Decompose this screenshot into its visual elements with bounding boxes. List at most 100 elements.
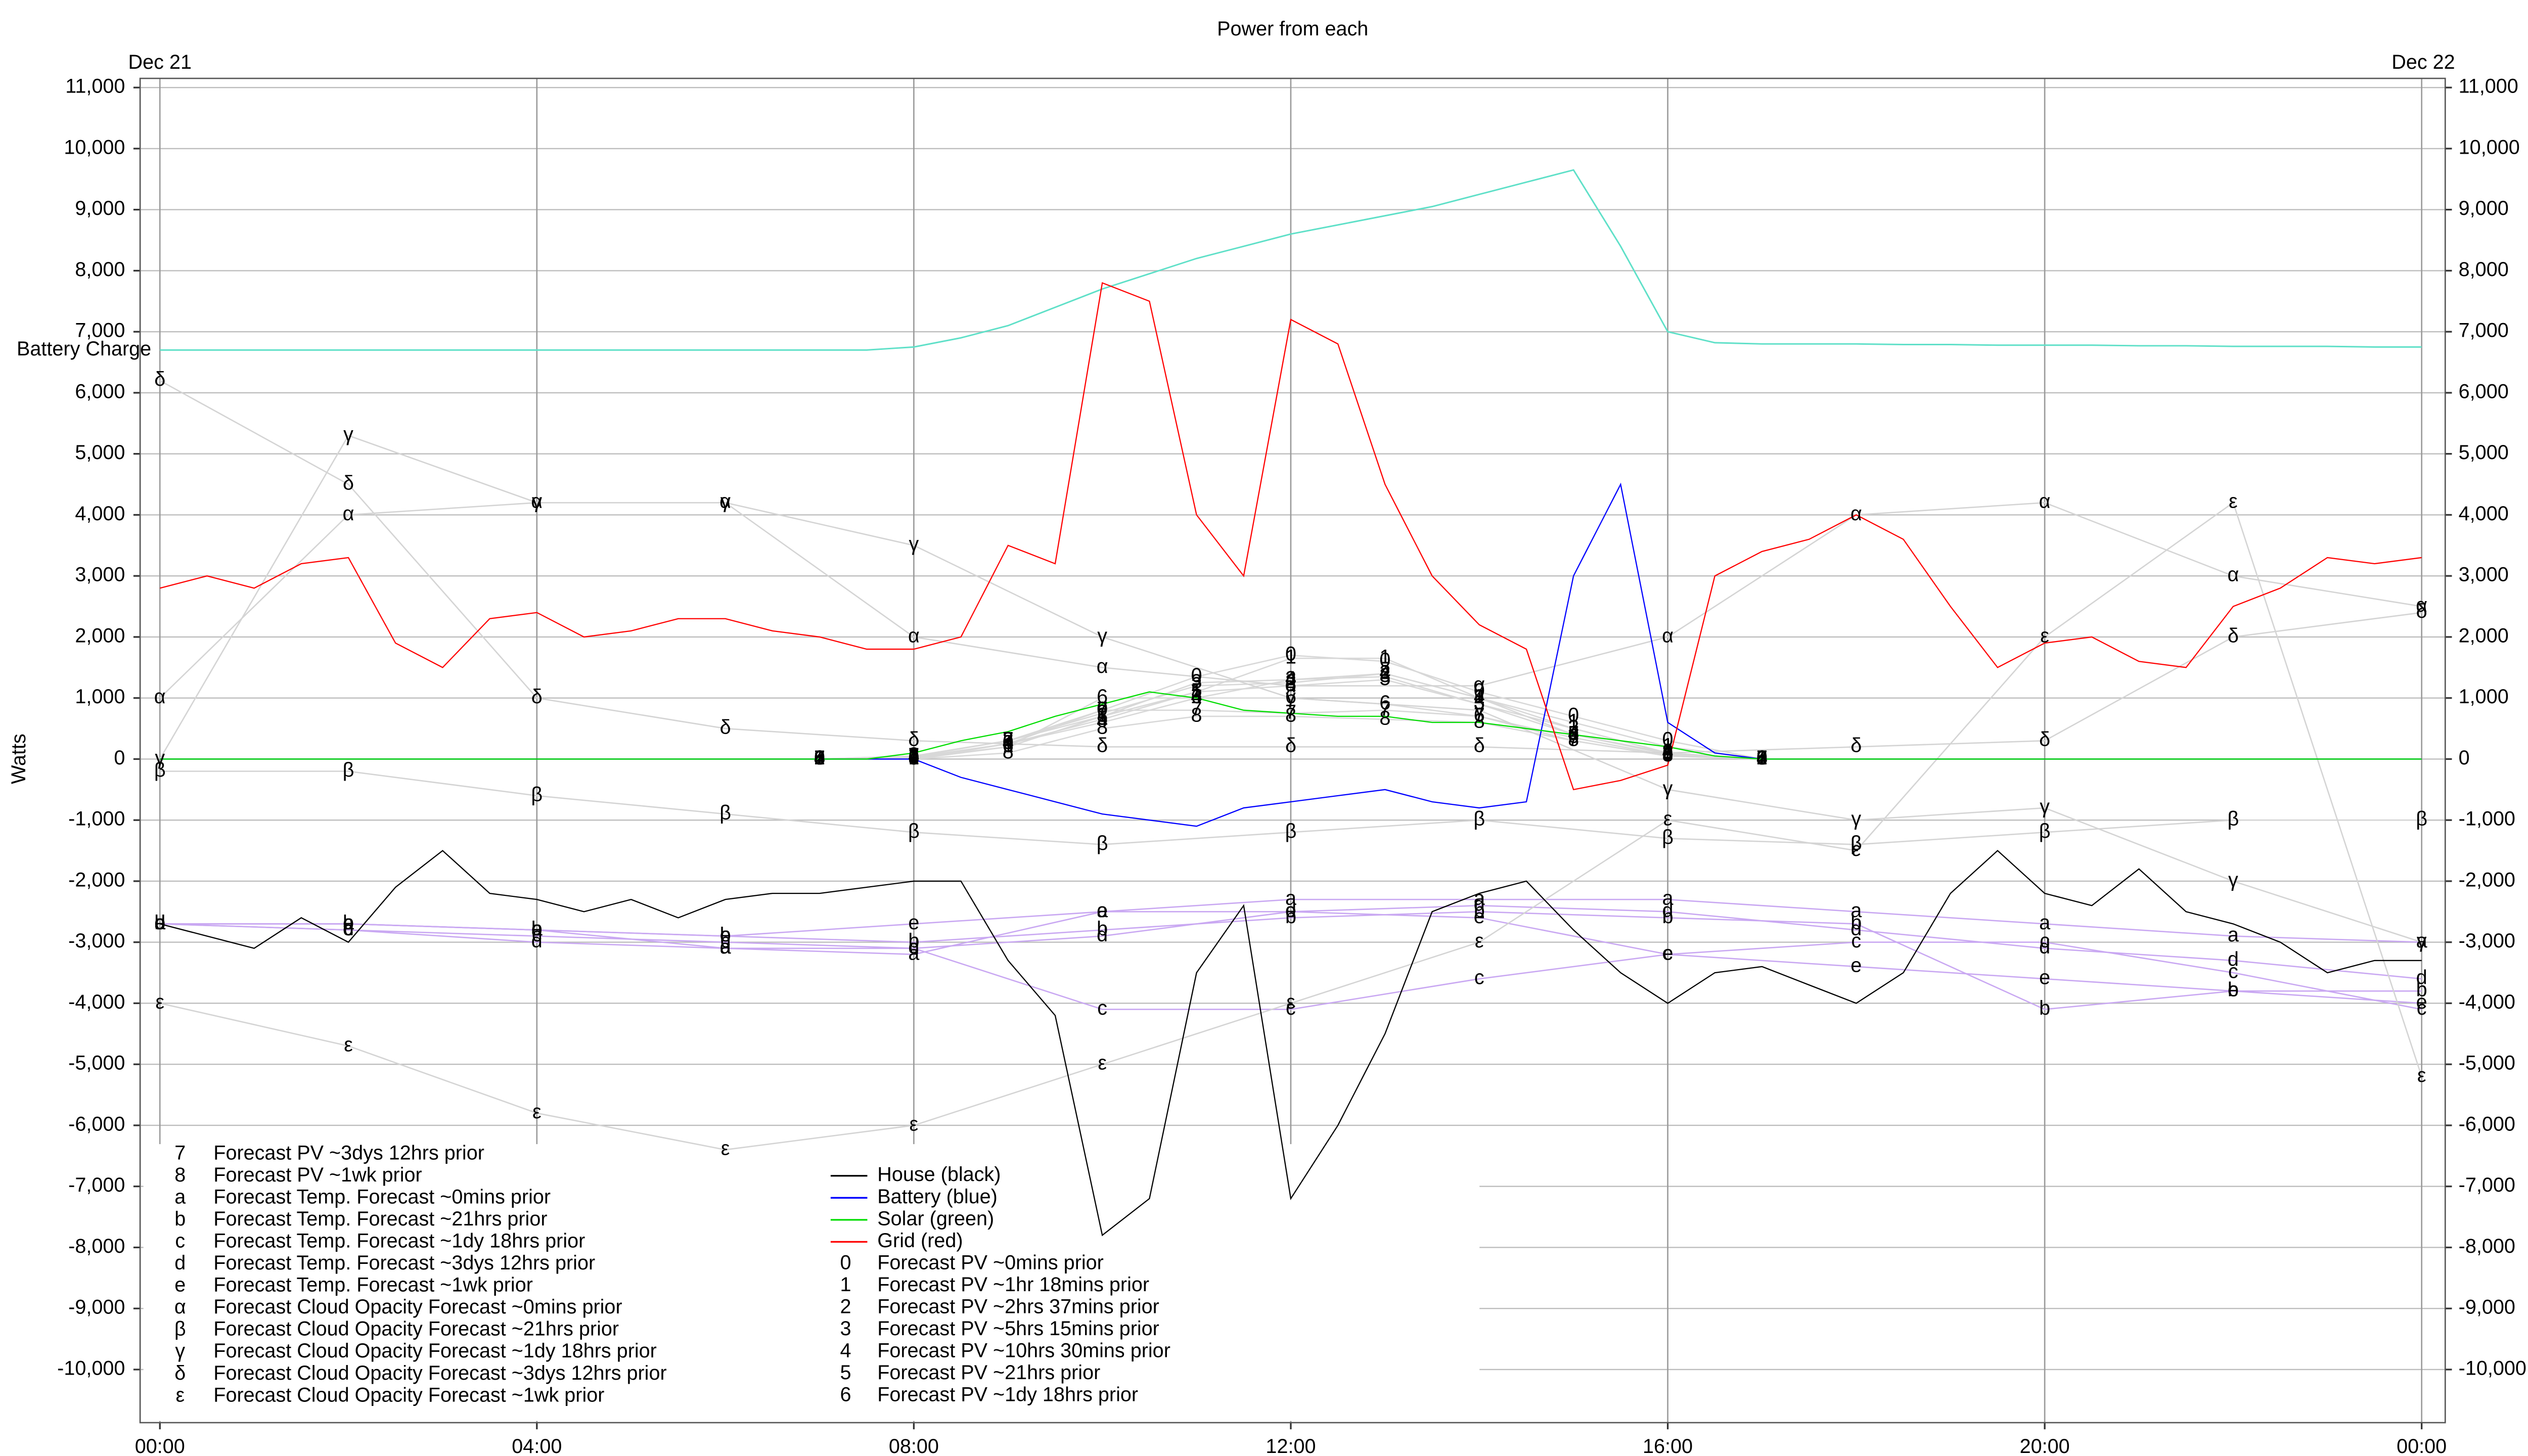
forecast-marker: α bbox=[154, 686, 166, 708]
y-tick-label: 11,000 bbox=[65, 75, 125, 98]
forecast-marker: e bbox=[720, 924, 731, 946]
forecast-marker: 8 bbox=[1568, 729, 1579, 751]
forecast-marker: α bbox=[719, 490, 731, 513]
forecast-marker: e bbox=[154, 912, 165, 934]
legend-label: Forecast PV ~0mins prior bbox=[877, 1251, 1104, 1273]
y2-tick-label: 11,000 bbox=[2459, 75, 2518, 98]
forecast-marker: d bbox=[908, 936, 919, 958]
forecast-marker: β bbox=[1850, 832, 1862, 854]
forecast-marker: 8 bbox=[1379, 707, 1390, 729]
forecast-marker: α bbox=[1285, 673, 1297, 696]
forecast-marker: γ bbox=[1286, 686, 1296, 708]
date-label: Dec 21 bbox=[128, 51, 192, 73]
forecast-marker: c bbox=[909, 936, 919, 958]
x-tick-label: 20:00 bbox=[2020, 1435, 2070, 1456]
y-tick-label: -7,000 bbox=[68, 1174, 125, 1196]
forecast-marker: 4 bbox=[1568, 722, 1579, 745]
forecast-marker: 0 bbox=[1285, 643, 1296, 665]
forecast-marker: β bbox=[2039, 820, 2051, 842]
x-tick-label: 16:00 bbox=[1643, 1435, 1693, 1456]
forecast-marker: 8 bbox=[1097, 716, 1108, 739]
legend-marker: 5 bbox=[840, 1361, 851, 1384]
forecast-marker: β bbox=[1097, 832, 1108, 854]
forecast-marker: d bbox=[1097, 924, 1108, 946]
forecast-line bbox=[160, 923, 2422, 1010]
forecast-marker: a bbox=[1662, 887, 1674, 909]
forecast-marker: c bbox=[1097, 997, 1107, 1019]
forecast-marker: α bbox=[531, 490, 543, 513]
forecast-marker: 7 bbox=[1003, 729, 1014, 751]
forecast-marker: 2 bbox=[814, 747, 825, 769]
forecast-marker: 2 bbox=[1379, 661, 1390, 684]
forecast-marker: 6 bbox=[908, 745, 919, 767]
forecast-marker: 4 bbox=[1379, 661, 1390, 684]
forecast-marker: a bbox=[1474, 887, 1485, 909]
forecast-marker: δ bbox=[1285, 735, 1296, 757]
forecast-marker: δ bbox=[531, 686, 543, 708]
forecast-marker: δ bbox=[1662, 741, 1674, 763]
y-tick-label: -3,000 bbox=[68, 930, 125, 952]
legend-marker: α bbox=[174, 1296, 186, 1318]
forecast-marker: b bbox=[1097, 918, 1108, 940]
forecast-marker: b bbox=[154, 912, 165, 934]
forecast-marker: δ bbox=[343, 472, 354, 494]
forecast-marker: ε bbox=[532, 1101, 541, 1123]
forecast-marker: 6 bbox=[1662, 743, 1674, 765]
forecast-marker: 8 bbox=[814, 747, 825, 769]
y-tick-label: 7,000 bbox=[75, 320, 125, 342]
forecast-line bbox=[160, 770, 2422, 845]
y2-tick-label: 10,000 bbox=[2459, 136, 2520, 158]
forecast-marker: d bbox=[1662, 899, 1674, 922]
forecast-marker: e bbox=[2228, 979, 2239, 1001]
forecast-marker: γ bbox=[532, 490, 542, 513]
legend-label: Forecast Temp. Forecast ~21hrs prior bbox=[213, 1208, 547, 1230]
series-line bbox=[159, 850, 2422, 1237]
forecast-marker: 5 bbox=[1097, 707, 1108, 729]
forecast-marker: 6 bbox=[1285, 686, 1296, 708]
forecast-marker: ε bbox=[1098, 1052, 1107, 1074]
forecast-marker: c bbox=[2417, 997, 2427, 1019]
forecast-marker: β bbox=[719, 802, 731, 824]
forecast-marker: a bbox=[531, 918, 543, 940]
legend-marker: γ bbox=[175, 1340, 185, 1362]
forecast-marker: 3 bbox=[1097, 704, 1108, 726]
forecast-marker: 3 bbox=[908, 744, 919, 766]
x-tick-label: 00:00 bbox=[135, 1435, 185, 1456]
forecast-marker: 7 bbox=[1285, 701, 1296, 723]
forecast-marker: δ bbox=[1474, 735, 1485, 757]
forecast-marker: c bbox=[1851, 930, 1861, 952]
forecast-marker: 6 bbox=[1379, 692, 1390, 714]
legend-marker: 8 bbox=[174, 1164, 186, 1186]
forecast-marker: 5 bbox=[1474, 692, 1485, 714]
x-tick-label: 08:00 bbox=[889, 1435, 939, 1456]
legend-marker: b bbox=[174, 1208, 186, 1230]
y2-tick-label: -8,000 bbox=[2459, 1235, 2515, 1257]
forecast-marker: 3 bbox=[1379, 664, 1390, 687]
forecast-marker: 2 bbox=[1662, 741, 1674, 763]
forecast-marker: β bbox=[908, 820, 920, 842]
legend-label: Grid (red) bbox=[877, 1230, 963, 1252]
forecast-marker: 7 bbox=[1662, 744, 1674, 766]
y2-tick-label: 1,000 bbox=[2459, 686, 2509, 708]
forecast-marker: γ bbox=[1851, 808, 1861, 830]
forecast-marker: e bbox=[531, 918, 543, 940]
forecast-marker: 2 bbox=[1474, 686, 1485, 708]
forecast-marker: 8 bbox=[1191, 704, 1202, 726]
forecast-marker: 5 bbox=[1003, 732, 1014, 754]
forecast-marker: 7 bbox=[1474, 704, 1485, 726]
forecast-marker: 3 bbox=[1191, 670, 1202, 693]
forecast-marker: 3 bbox=[1568, 716, 1579, 739]
forecast-marker: c bbox=[343, 918, 353, 940]
legend-marker: c bbox=[175, 1230, 185, 1252]
y2-tick-label: -2,000 bbox=[2459, 869, 2515, 891]
forecast-marker: e bbox=[1285, 899, 1296, 922]
forecast-marker: 2 bbox=[1003, 729, 1014, 751]
forecast-marker: 4 bbox=[1097, 710, 1108, 732]
forecast-marker: 1 bbox=[1756, 747, 1768, 769]
legend-label: House (black) bbox=[877, 1163, 1001, 1186]
forecast-marker: α bbox=[2416, 594, 2427, 616]
forecast-marker: b bbox=[531, 918, 543, 940]
forecast-marker: ε bbox=[1663, 808, 1673, 830]
